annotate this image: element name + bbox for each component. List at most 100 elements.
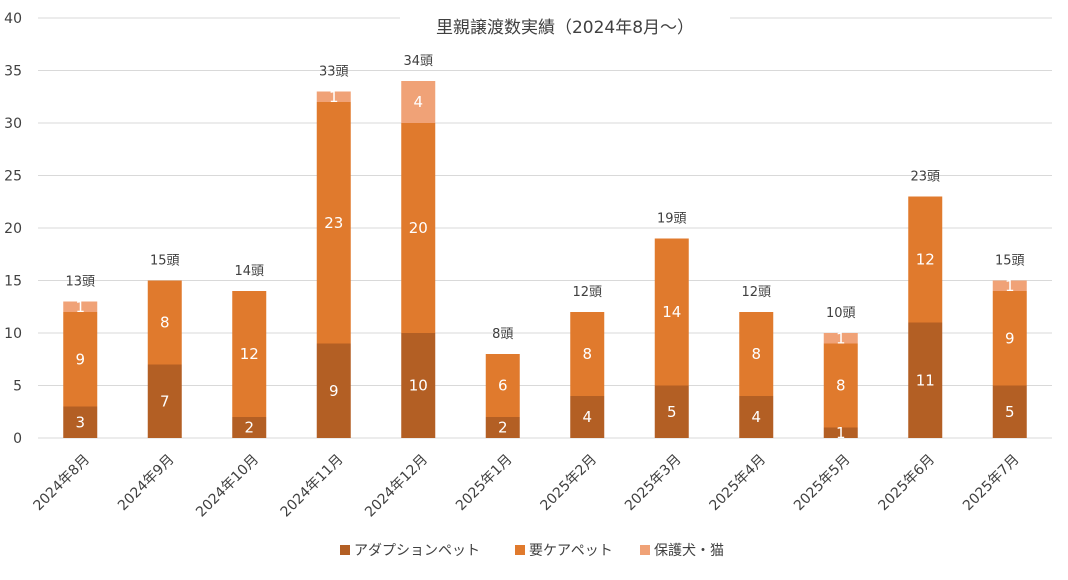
bar-value-label: 4 bbox=[413, 93, 423, 111]
legend: アダプションペット 要ケアペット 保護犬・猫 bbox=[340, 543, 724, 559]
bar-segment bbox=[654, 238, 689, 386]
y-tick-label: 10 bbox=[4, 326, 22, 342]
bar-segment bbox=[823, 427, 858, 438]
y-tick-label: 20 bbox=[4, 221, 22, 237]
bar-segment bbox=[992, 291, 1027, 386]
chart-title: 里親譲渡数実績（2024年8月～） bbox=[436, 18, 694, 38]
bar-segment bbox=[485, 417, 520, 438]
bar-value-label: 4 bbox=[751, 408, 761, 426]
bar-value-label: 10 bbox=[409, 377, 428, 395]
bar-segment bbox=[401, 123, 436, 333]
bar-value-label: 9 bbox=[1005, 329, 1015, 347]
x-tick-label: 2025年6月 bbox=[875, 452, 938, 515]
bar-segment bbox=[570, 312, 605, 396]
bar-segment bbox=[232, 291, 267, 417]
bar-segment bbox=[401, 81, 436, 123]
y-axis-ticks: 0 5 10 15 20 25 30 35 40 bbox=[4, 11, 22, 447]
y-tick-label: 0 bbox=[13, 431, 22, 447]
bar-value-label: 1 bbox=[1005, 277, 1015, 295]
bar-segment bbox=[654, 385, 689, 438]
bar-total-label: 14頭 bbox=[234, 264, 264, 279]
x-tick-label: 2025年4月 bbox=[706, 452, 769, 515]
bar-segment bbox=[908, 322, 943, 438]
y-tick-label: 35 bbox=[4, 64, 22, 80]
legend-swatch bbox=[340, 545, 350, 555]
bar-value-label: 1 bbox=[329, 88, 339, 106]
bar-segment bbox=[401, 333, 436, 438]
bar-total-label: 13頭 bbox=[65, 275, 95, 290]
bar-value-label: 12 bbox=[240, 345, 259, 363]
bar-value-label: 7 bbox=[160, 392, 170, 410]
bar-segment bbox=[232, 417, 267, 438]
bar-segment bbox=[992, 385, 1027, 438]
x-tick-label: 2025年5月 bbox=[791, 452, 854, 515]
bar-segment bbox=[992, 280, 1027, 291]
x-tick-label: 2024年10月 bbox=[193, 452, 262, 521]
bar-segment bbox=[823, 343, 858, 428]
bar-segment bbox=[908, 196, 943, 323]
bar-value-label: 1 bbox=[75, 298, 85, 316]
x-tick-label: 2024年12月 bbox=[362, 452, 431, 521]
bar-total-label: 34頭 bbox=[403, 54, 433, 69]
bar-value-label: 5 bbox=[667, 403, 677, 421]
x-tick-label: 2025年3月 bbox=[622, 452, 685, 515]
bar-value-label: 6 bbox=[498, 377, 508, 395]
bar-segment bbox=[147, 280, 182, 365]
legend-swatch bbox=[515, 545, 525, 555]
legend-label: アダプションペット bbox=[354, 543, 480, 559]
bar-value-label: 14 bbox=[662, 303, 681, 321]
x-axis-ticks: 2024年8月 2024年9月 2024年10月 2024年11月 2024年12月 20… bbox=[30, 452, 1022, 521]
bar-segment bbox=[739, 396, 774, 438]
bar-total-label: 23頭 bbox=[910, 170, 940, 185]
bar-value-label: 8 bbox=[836, 377, 846, 395]
bar-total-label: 19頭 bbox=[657, 212, 687, 227]
bar-segment bbox=[739, 312, 774, 396]
legend-label: 要ケアペット bbox=[529, 543, 613, 559]
gridlines bbox=[38, 17, 1052, 439]
bar-segment bbox=[485, 354, 520, 417]
y-tick-label: 25 bbox=[4, 169, 22, 185]
bar-value-label: 3 bbox=[75, 413, 85, 431]
bar-value-label: 8 bbox=[160, 314, 170, 332]
bars bbox=[63, 81, 1027, 438]
bar-value-label: 20 bbox=[409, 219, 428, 237]
bar-value-label: 1 bbox=[836, 424, 846, 442]
x-tick-label: 2025年2月 bbox=[537, 452, 600, 515]
x-tick-label: 2024年9月 bbox=[115, 452, 178, 515]
legend-swatch bbox=[640, 545, 650, 555]
bar-value-label: 11 bbox=[916, 371, 935, 389]
bar-total-label: 12頭 bbox=[741, 285, 771, 300]
bar-segment bbox=[63, 301, 98, 312]
bar-value-label: 4 bbox=[582, 408, 592, 426]
y-tick-label: 40 bbox=[4, 11, 22, 27]
legend-label: 保護犬・猫 bbox=[654, 543, 724, 559]
bar-segment bbox=[316, 343, 351, 438]
bar-total-label: 12頭 bbox=[572, 285, 602, 300]
bar-value-label: 1 bbox=[836, 329, 846, 347]
bar-value-label: 9 bbox=[75, 350, 85, 368]
bar-value-label: 2 bbox=[498, 419, 508, 437]
chart-title-background bbox=[400, 10, 730, 40]
y-tick-label: 30 bbox=[4, 116, 22, 132]
bar-segment bbox=[823, 333, 858, 344]
bar-segment bbox=[63, 406, 98, 438]
total-labels: 13頭 15頭 14頭 33頭 34頭 8頭 12頭 19頭 12頭 10頭 23頭 15頭 bbox=[65, 54, 1024, 342]
x-tick-label: 2024年8月 bbox=[30, 452, 93, 515]
x-tick-label: 2024年11月 bbox=[278, 452, 347, 521]
bar-value-label: 23 bbox=[324, 214, 343, 232]
bar-segment bbox=[316, 102, 351, 344]
x-tick-label: 2025年1月 bbox=[453, 452, 516, 515]
bar-total-label: 8頭 bbox=[492, 327, 513, 342]
bar-segment bbox=[63, 312, 98, 407]
bar-value-label: 9 bbox=[329, 382, 339, 400]
y-tick-label: 15 bbox=[4, 274, 22, 290]
bar-total-label: 33頭 bbox=[319, 65, 349, 80]
bar-segment bbox=[570, 396, 605, 438]
bar-total-label: 10頭 bbox=[826, 306, 856, 321]
bar-total-label: 15頭 bbox=[150, 254, 180, 269]
bar-value-label: 8 bbox=[751, 345, 761, 363]
bar-total-label: 15頭 bbox=[995, 254, 1025, 269]
